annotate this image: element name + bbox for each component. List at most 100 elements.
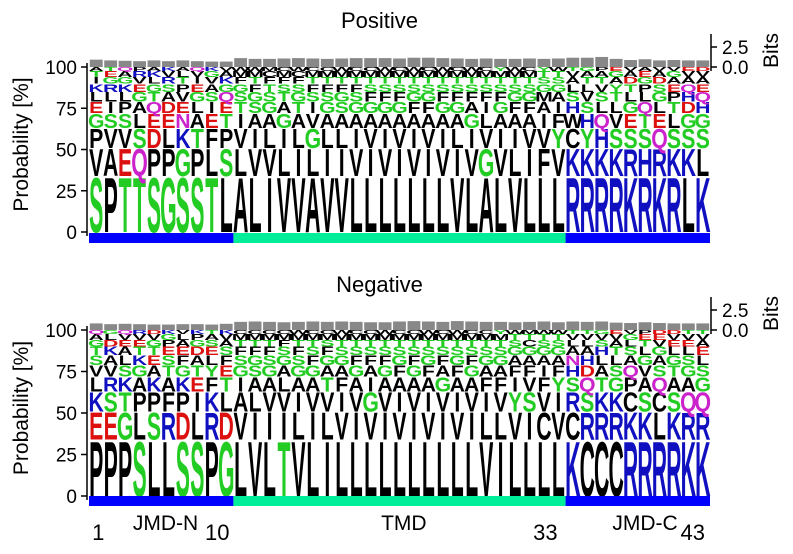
logo-letter: V	[681, 333, 696, 342]
logo-letter: M	[434, 70, 452, 79]
logo-letter: L	[595, 99, 608, 117]
logo-letter: S	[609, 362, 623, 380]
logo-letter: M	[463, 70, 481, 79]
logo-letter: T	[148, 345, 162, 358]
logo-letter: F	[422, 99, 435, 117]
logo-letter: T	[523, 76, 536, 86]
logo-letter: W	[534, 329, 554, 335]
logo-letter: S	[291, 353, 305, 368]
logo-letter: E	[638, 333, 653, 342]
logo-letter: L	[523, 426, 536, 513]
logo-letter: G	[189, 339, 206, 349]
logo-letter: Y	[609, 82, 624, 95]
bits-bar	[494, 321, 508, 330]
logo-letter: M	[304, 70, 322, 79]
logo-letter: S	[262, 353, 276, 368]
logo-letter: T	[480, 339, 493, 349]
logo-letter: A	[146, 362, 162, 380]
logo-letter: L	[364, 426, 377, 513]
logo-letter: H	[594, 124, 609, 154]
logo-letter: L	[552, 162, 565, 249]
logo-letter: H	[594, 345, 609, 358]
logo-letter: Q	[593, 110, 610, 133]
logo-letter: F	[422, 362, 435, 380]
bits-bar	[364, 322, 378, 330]
bits-bar	[248, 58, 262, 67]
logo-letter: V	[652, 66, 667, 72]
logo-letter: S	[320, 89, 334, 104]
bits-bar	[624, 323, 637, 330]
logo-letter: I	[555, 388, 561, 418]
logo-letter: H	[637, 141, 652, 184]
logo-letter: V	[378, 141, 392, 184]
logo-letter: V	[291, 162, 305, 249]
logo-letter: E	[652, 333, 667, 342]
logo-letter: C	[363, 329, 378, 335]
logo-letter: S	[566, 89, 580, 104]
bits-bar	[89, 323, 103, 330]
bits-bar	[624, 60, 637, 67]
logo-letter: A	[507, 110, 522, 133]
bits-bar	[638, 59, 652, 67]
logo-letter: V	[494, 141, 508, 184]
logo-letter: V	[566, 70, 581, 79]
logo-letter: P	[147, 141, 161, 184]
logo-letter: A	[478, 362, 494, 380]
logo-letter: A	[161, 89, 176, 104]
logo-letter: I	[339, 388, 345, 418]
logo-letter: T	[667, 99, 681, 117]
logo-letter: R	[580, 162, 595, 249]
logo-letter: V	[118, 124, 133, 154]
logo-letter: G	[579, 66, 596, 72]
logo-letter: R	[666, 426, 681, 513]
logo-letter: A	[493, 110, 508, 133]
logo-letter: F	[523, 99, 536, 117]
logo-letter: C	[594, 426, 609, 513]
logo-letter: A	[565, 345, 580, 358]
logo-letter: T	[191, 124, 204, 154]
logo-letter: M	[521, 329, 539, 335]
logo-letter: T	[682, 329, 696, 335]
logo-letter: G	[362, 388, 379, 418]
logo-letter: G	[290, 362, 307, 380]
logo-letter: A	[551, 89, 566, 104]
logo-letter: I	[382, 124, 388, 154]
logo-letter: V	[580, 89, 594, 104]
logo-letter: A	[89, 66, 104, 72]
bits-bar	[104, 324, 118, 330]
logo-letter: D	[146, 124, 161, 154]
logo-letter: T	[581, 76, 594, 86]
logo-letter: M	[448, 70, 466, 79]
logo-letter: G	[348, 362, 365, 380]
logo-letter: R	[681, 404, 696, 449]
logo-letter: A	[551, 353, 566, 368]
logo-letter: S	[205, 89, 219, 104]
logo-letter: S	[392, 82, 406, 95]
logo-letter: T	[639, 110, 652, 133]
logo-letter: Q	[680, 388, 697, 418]
right-axis-label: Bits	[760, 33, 783, 68]
bits-bar	[219, 323, 233, 330]
bits-bar	[551, 58, 565, 67]
logo-letter: T	[350, 339, 363, 349]
logo-letter: S	[392, 345, 406, 358]
logo-letter: A	[334, 110, 349, 133]
logo-letter: L	[537, 426, 550, 513]
logo-letter: G	[218, 426, 235, 513]
logo-letter: L	[566, 339, 579, 349]
logo-letter: K	[695, 426, 710, 513]
logo-letter: A	[421, 374, 436, 397]
bits-bar	[537, 321, 551, 330]
logo-letter: L	[494, 162, 507, 249]
logo-letter: M	[246, 70, 264, 79]
bits-bar	[681, 323, 695, 330]
logo-letter: S	[696, 362, 710, 380]
logo-letter: I	[454, 141, 460, 184]
bits-bar	[234, 321, 248, 330]
logo-letter: V	[681, 70, 696, 79]
logo-letter: L	[552, 426, 565, 513]
logo-letter: P	[595, 66, 609, 72]
logo-letter: D	[103, 339, 119, 349]
logo-letter: T	[249, 339, 262, 349]
logo-letter: P	[118, 426, 132, 513]
